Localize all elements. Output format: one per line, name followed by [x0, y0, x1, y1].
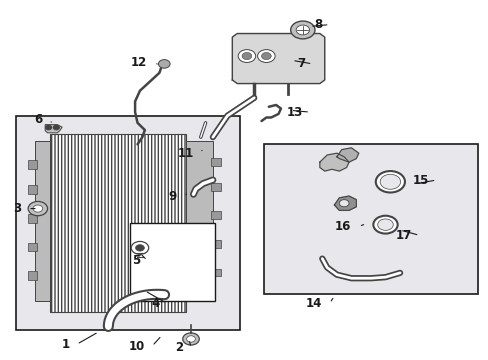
- Text: 14: 14: [305, 297, 322, 310]
- Polygon shape: [334, 196, 356, 210]
- Text: 1: 1: [61, 338, 69, 351]
- Circle shape: [53, 125, 59, 130]
- Circle shape: [290, 21, 314, 39]
- Circle shape: [339, 200, 348, 207]
- Text: 2: 2: [175, 341, 183, 354]
- Circle shape: [261, 53, 271, 60]
- Circle shape: [242, 53, 251, 60]
- Text: 13: 13: [286, 105, 302, 119]
- Circle shape: [33, 205, 42, 212]
- Text: 7: 7: [297, 57, 305, 71]
- Circle shape: [28, 202, 47, 216]
- Circle shape: [238, 50, 255, 63]
- Bar: [28, 271, 37, 280]
- Circle shape: [377, 219, 392, 230]
- Bar: [186, 141, 212, 301]
- Circle shape: [135, 245, 144, 251]
- Polygon shape: [45, 125, 62, 133]
- Bar: [264, 144, 477, 294]
- Bar: [211, 183, 221, 191]
- Text: 15: 15: [412, 174, 428, 186]
- Circle shape: [158, 60, 170, 68]
- Text: 10: 10: [128, 339, 144, 352]
- Polygon shape: [232, 33, 324, 84]
- Bar: [211, 211, 221, 219]
- Circle shape: [379, 174, 400, 189]
- Bar: [16, 116, 239, 330]
- Text: 5: 5: [131, 254, 140, 267]
- Circle shape: [296, 25, 309, 35]
- Text: 3: 3: [13, 202, 21, 215]
- Polygon shape: [319, 153, 348, 171]
- Bar: [50, 134, 186, 312]
- Text: 12: 12: [131, 55, 147, 69]
- Circle shape: [131, 242, 148, 254]
- Text: 4: 4: [151, 297, 159, 310]
- Bar: [28, 185, 37, 194]
- Text: 6: 6: [34, 113, 42, 126]
- Text: 17: 17: [395, 229, 411, 242]
- Text: 11: 11: [177, 147, 193, 160]
- Text: 9: 9: [168, 190, 176, 203]
- Circle shape: [372, 216, 397, 234]
- Bar: [211, 240, 221, 248]
- Circle shape: [183, 333, 199, 345]
- Text: 8: 8: [313, 18, 322, 31]
- Text: 16: 16: [334, 220, 351, 233]
- Bar: [130, 223, 215, 301]
- Bar: [211, 269, 221, 276]
- Circle shape: [375, 171, 404, 193]
- Bar: [211, 158, 221, 166]
- Bar: [35, 141, 50, 301]
- Circle shape: [257, 50, 275, 63]
- Circle shape: [45, 125, 51, 130]
- Bar: [28, 214, 37, 223]
- Bar: [28, 243, 37, 251]
- Circle shape: [186, 336, 195, 342]
- Polygon shape: [336, 148, 358, 162]
- Bar: [28, 160, 37, 169]
